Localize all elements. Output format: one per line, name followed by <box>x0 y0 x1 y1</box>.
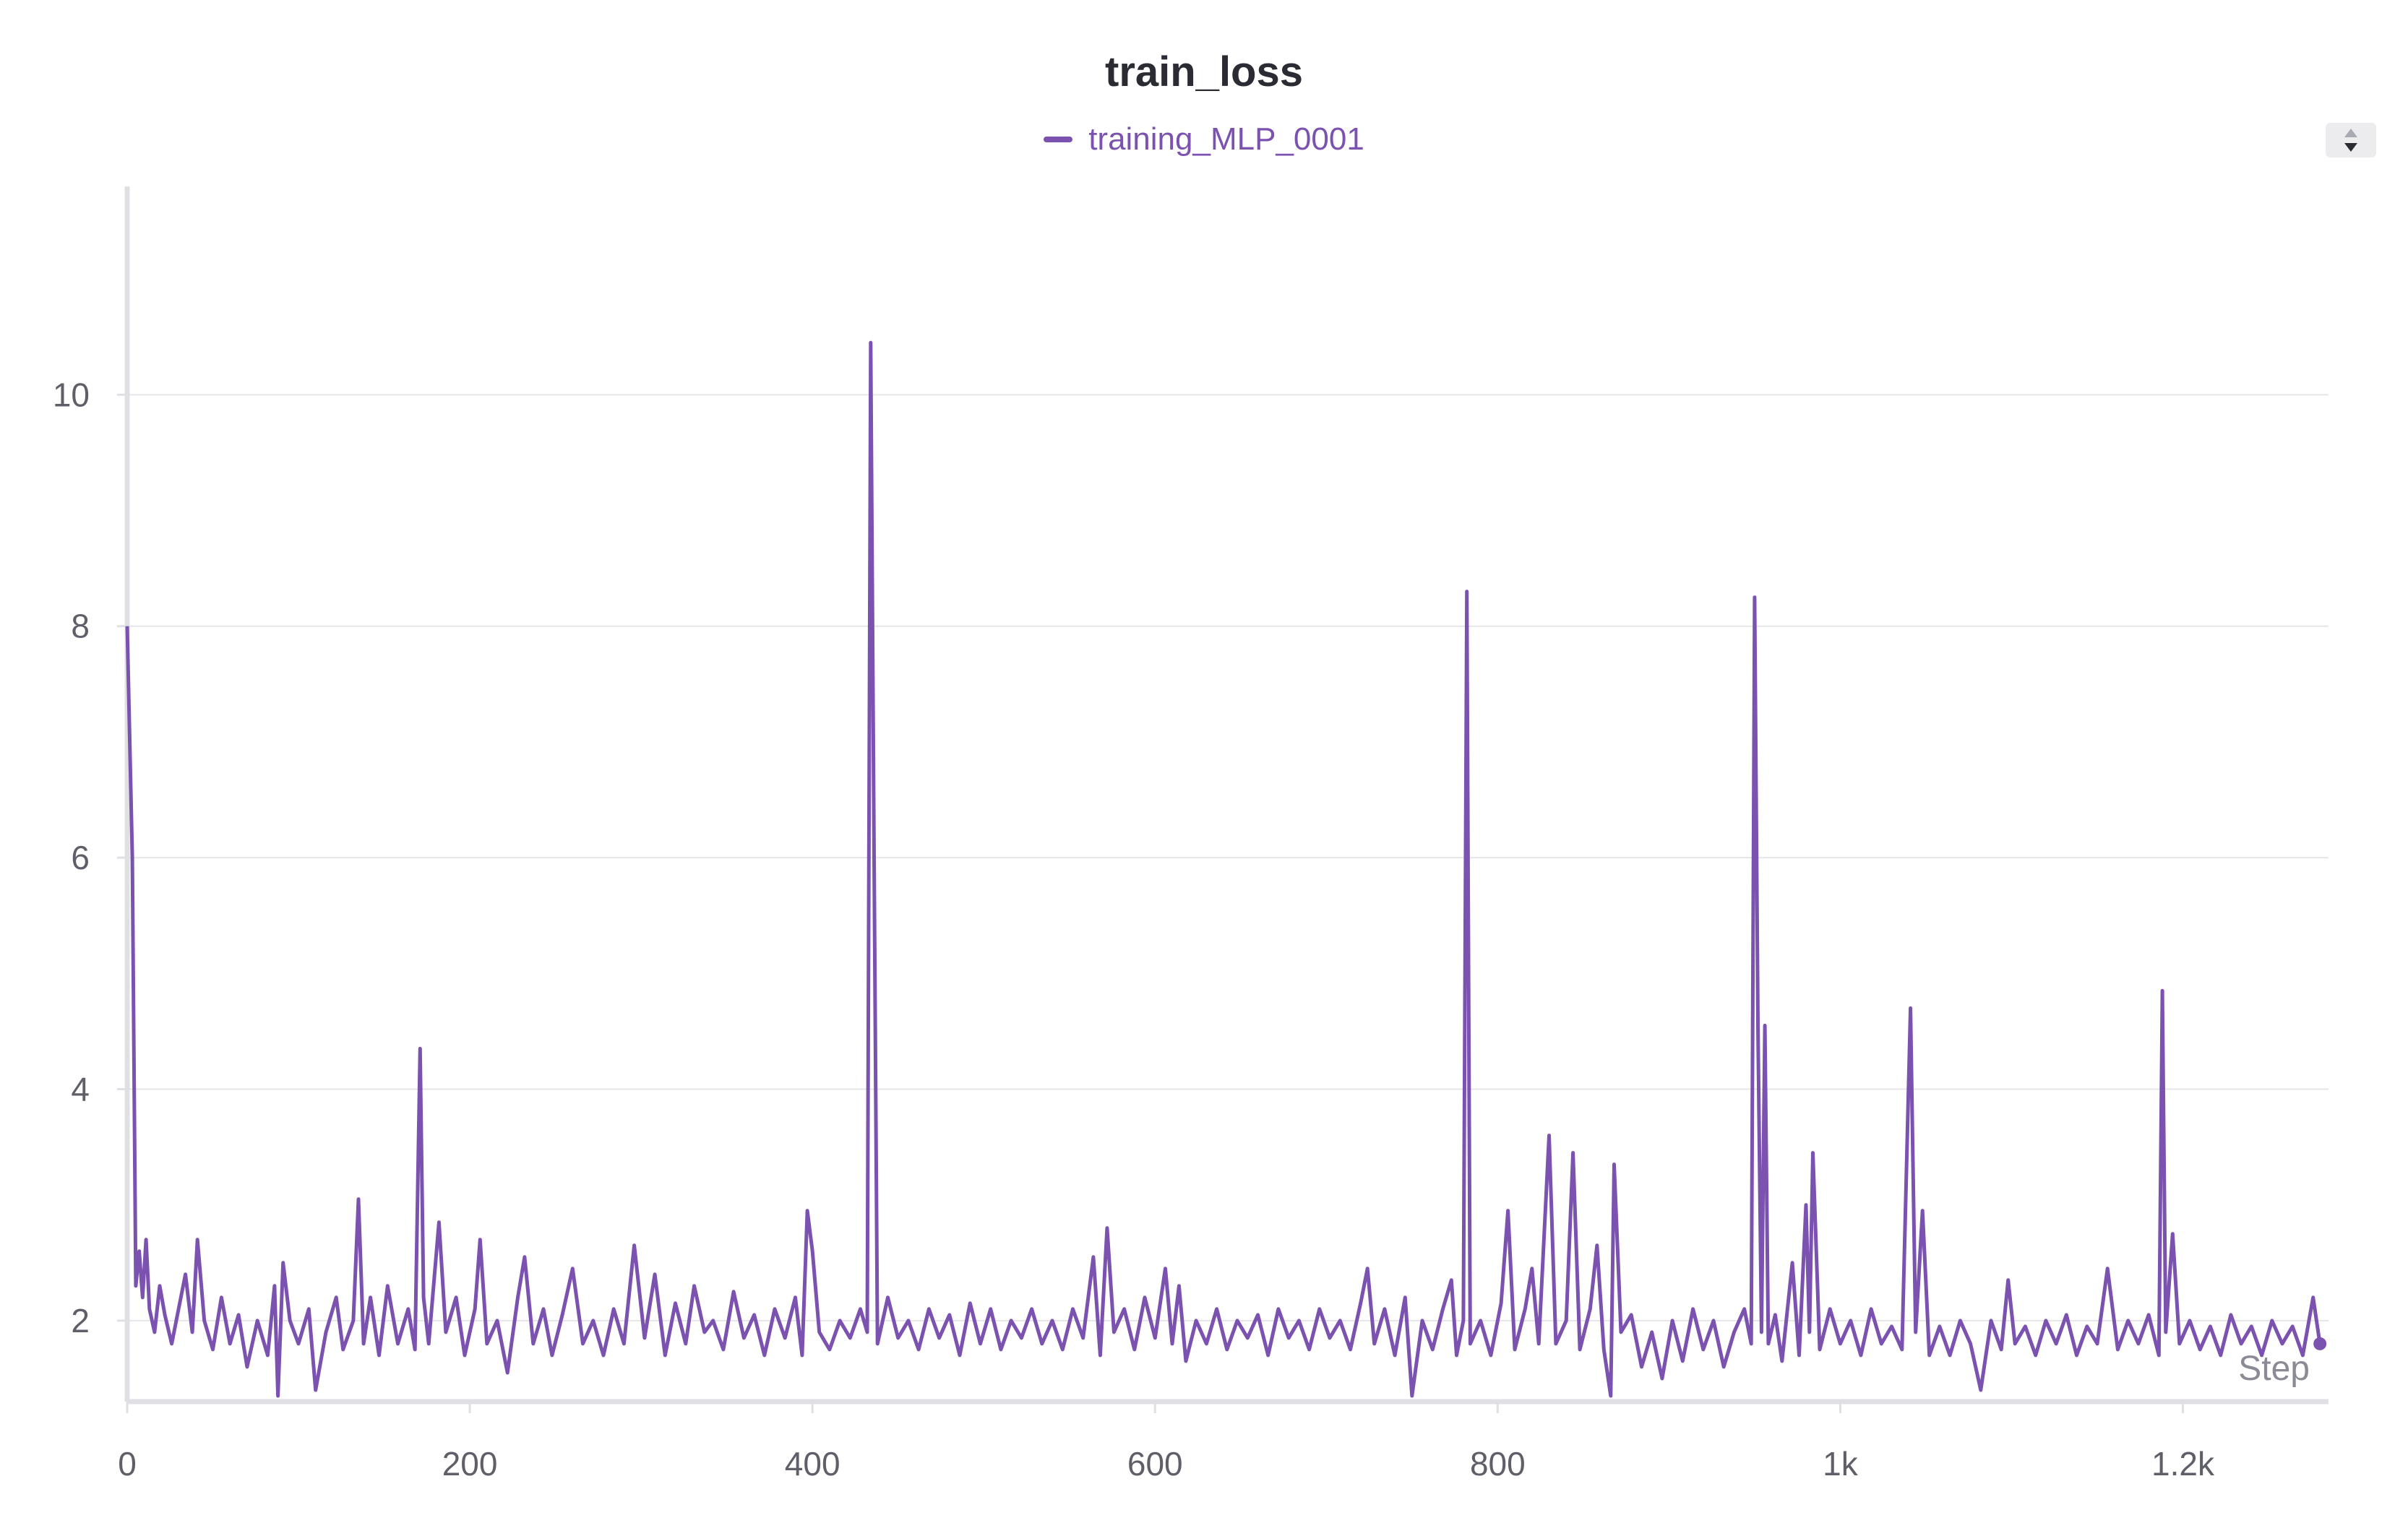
up-down-arrows-icon <box>2344 129 2357 152</box>
y-tick-label: 8 <box>71 608 90 645</box>
x-tick-label: 1k <box>1823 1445 1859 1483</box>
grid-lines <box>127 394 2329 1321</box>
series-line-training-mlp-0001 <box>125 340 2322 1398</box>
y-tick-label: 4 <box>71 1070 90 1108</box>
x-tick-label: 1.2k <box>2151 1445 2215 1483</box>
x-tick-label: 0 <box>118 1445 137 1483</box>
x-tick-label: 400 <box>785 1445 840 1483</box>
legend-scroll-arrows[interactable] <box>2326 123 2376 158</box>
legend: training_MLP_0001 <box>0 121 2408 158</box>
x-axis-label: Step <box>2238 1350 2310 1388</box>
y-tick-label: 10 <box>53 376 90 413</box>
x-tick-label: 800 <box>1470 1445 1526 1483</box>
x-axis-ticks: 0 200 400 600 800 1k 1.2k <box>118 1402 2215 1483</box>
series-end-marker <box>2313 1337 2327 1350</box>
legend-swatch <box>1044 137 1073 142</box>
x-tick-label: 600 <box>1127 1445 1183 1483</box>
y-tick-label: 6 <box>71 839 90 876</box>
legend-label: training_MLP_0001 <box>1088 121 1364 157</box>
x-tick-label: 200 <box>442 1445 498 1483</box>
y-tick-label: 2 <box>71 1302 90 1339</box>
y-axis-ticks: 2 4 6 8 10 <box>53 376 127 1339</box>
chart-title: train_loss <box>1105 48 1303 95</box>
